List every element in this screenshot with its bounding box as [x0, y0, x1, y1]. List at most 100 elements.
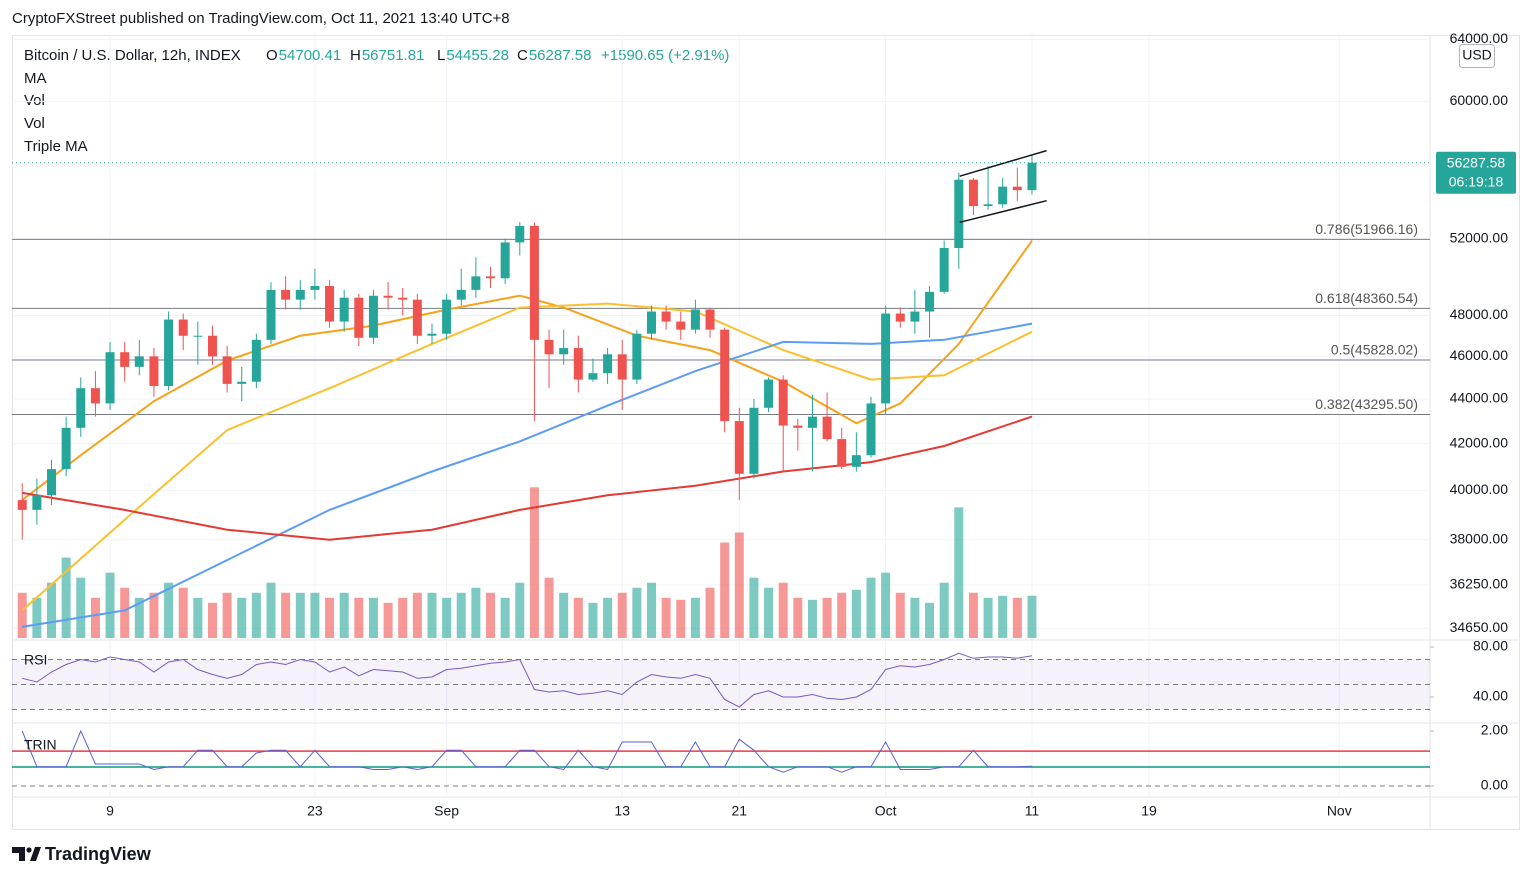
volume-bar — [222, 592, 232, 638]
volume-bar — [588, 602, 598, 638]
volume-bar — [866, 577, 876, 638]
pane-title: TRIN — [24, 737, 57, 753]
candle-body — [968, 179, 978, 207]
candle-body — [998, 186, 1008, 205]
volume-bar — [676, 599, 686, 638]
candle-body — [910, 311, 920, 322]
candle-body — [32, 495, 42, 510]
volume-bar — [661, 597, 671, 638]
x-tick-label: 23 — [307, 803, 323, 819]
candle-body — [690, 309, 700, 330]
brand: TradingView — [45, 844, 152, 864]
candle-body — [164, 319, 174, 387]
volume-bar — [925, 602, 935, 638]
candle-body — [368, 295, 378, 338]
candle-body — [383, 295, 393, 298]
candle-body — [61, 427, 71, 470]
y-tick-label: 52000.00 — [1450, 229, 1509, 245]
indicator-line — [22, 652, 1033, 708]
candle-body — [1012, 186, 1022, 191]
volume-bar — [164, 582, 174, 638]
volume-bar — [968, 592, 978, 638]
y-tick-label: 34650.00 — [1450, 619, 1509, 635]
indicator-name: Vol — [24, 115, 45, 132]
y-tick-label: 40.00 — [1473, 688, 1508, 704]
candle-body — [339, 297, 349, 322]
channel-line — [959, 149, 1047, 177]
volume-bar — [354, 597, 364, 638]
candle-body — [983, 204, 993, 207]
ohlc-value: 54455.28 — [446, 47, 509, 64]
volume-bar — [178, 587, 188, 638]
volume-bar — [442, 597, 452, 638]
volume-bar — [266, 582, 276, 638]
candle-body — [237, 381, 247, 384]
volume-bar — [76, 577, 86, 638]
y-tick-label: 64000.00 — [1450, 30, 1509, 46]
candle-body — [90, 388, 100, 404]
y-tick-label: 42000.00 — [1450, 434, 1509, 450]
logo-mark — [26, 847, 32, 853]
candle-body — [266, 289, 276, 340]
x-tick-label: 13 — [614, 803, 630, 819]
candle-body — [676, 321, 686, 330]
volume-bar — [105, 572, 115, 638]
last-price-box — [1436, 151, 1516, 194]
volume-bar — [149, 592, 159, 638]
volume-bar — [237, 597, 247, 638]
candle-body — [661, 311, 671, 322]
candle-body — [807, 416, 817, 428]
volume-bar — [778, 582, 788, 638]
last-price-label: 56287.58 — [1447, 154, 1506, 170]
volume-bar — [720, 542, 730, 638]
volume-bar — [764, 587, 774, 638]
candle-body — [134, 356, 144, 367]
candle-body — [617, 354, 627, 380]
candle-body — [734, 421, 744, 474]
candle-body — [456, 289, 466, 300]
y-tick-label: 44000.00 — [1450, 390, 1509, 406]
x-tick-label: Oct — [875, 803, 897, 819]
volume-bar — [134, 597, 144, 638]
x-tick-label: 11 — [1025, 803, 1040, 819]
volume-bar — [822, 597, 832, 638]
y-tick-label: 2.00 — [1481, 722, 1508, 738]
volume-bar — [939, 582, 949, 638]
ohlc-label: L — [437, 47, 445, 64]
volume-bar — [295, 592, 305, 638]
volume-bar — [573, 597, 583, 638]
volume-bar — [207, 602, 217, 638]
candle-body — [281, 289, 291, 300]
candle-body — [17, 500, 27, 510]
volume-bar — [851, 589, 861, 638]
band — [12, 659, 1430, 710]
candle-body — [603, 354, 613, 374]
volume-bar — [1027, 595, 1037, 638]
candle-body — [588, 373, 598, 380]
volume-bar — [881, 572, 891, 638]
ohlc-value: 56287.58 — [529, 47, 592, 64]
y-tick-label: 60000.00 — [1450, 92, 1509, 108]
candle-body — [822, 416, 832, 440]
candle-body — [720, 329, 730, 422]
volume-bar — [632, 587, 642, 638]
candle-body — [193, 335, 203, 337]
volume-bar — [398, 597, 408, 638]
indicator-name: Vol — [24, 92, 45, 109]
volume-bar — [749, 577, 759, 638]
x-tick-label: 19 — [1141, 803, 1157, 819]
chart-frame — [12, 35, 1520, 830]
candle-body — [222, 356, 232, 384]
unit-box — [1459, 44, 1495, 68]
candle-body — [529, 225, 539, 340]
volume-bar — [500, 597, 510, 638]
volume-bar — [325, 597, 335, 638]
volume-bar — [705, 587, 715, 638]
volume-bar — [412, 592, 422, 638]
volume-bar — [47, 582, 57, 638]
indicator-line — [21, 729, 1033, 773]
candle-body — [149, 356, 159, 387]
volume-bar — [310, 592, 320, 638]
candle-body — [120, 352, 130, 367]
